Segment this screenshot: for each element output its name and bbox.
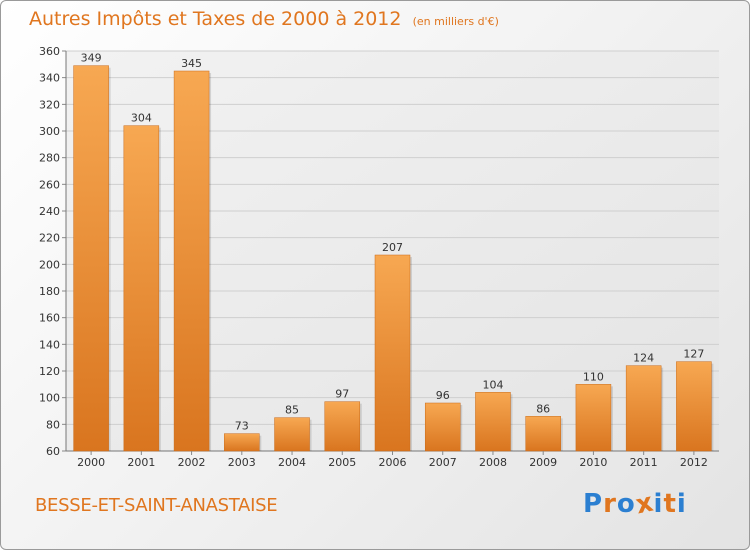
bar xyxy=(374,254,411,452)
y-tick-label: 340 xyxy=(39,72,60,85)
x-tick-label: 2006 xyxy=(379,456,407,469)
x-tick-label: 2005 xyxy=(328,456,356,469)
y-tick-label: 360 xyxy=(39,45,60,58)
x-tick-label: 2009 xyxy=(529,456,557,469)
y-tick-label: 80 xyxy=(46,418,60,431)
x-tick-label: 2007 xyxy=(429,456,457,469)
chart-title-line: Autres Impôts et Taxes de 2000 à 2012 (e… xyxy=(29,8,499,30)
bar xyxy=(324,401,361,452)
y-tick-label: 180 xyxy=(39,285,60,298)
x-tick-label: 2010 xyxy=(579,456,607,469)
y-tick-label: 100 xyxy=(39,392,60,405)
chart-title: Autres Impôts et Taxes de 2000 à 2012 xyxy=(29,8,402,30)
bar xyxy=(224,433,260,452)
bar xyxy=(173,70,210,452)
y-tick-label: 280 xyxy=(39,152,60,165)
x-tick-label: 2002 xyxy=(178,456,206,469)
bar xyxy=(625,365,662,452)
y-tick-label: 200 xyxy=(39,258,60,271)
x-tick-label: 2004 xyxy=(278,456,306,469)
data-label: 345 xyxy=(181,57,202,70)
x-tick-label: 2012 xyxy=(680,456,708,469)
x-tick-label: 2011 xyxy=(630,456,658,469)
data-label: 86 xyxy=(536,402,550,415)
bar xyxy=(73,65,109,452)
x-tick-label: 2000 xyxy=(77,456,105,469)
y-tick-label: 60 xyxy=(46,445,60,458)
y-tick-label: 240 xyxy=(39,205,60,218)
proxiti-logo: Proxiti xyxy=(583,487,687,521)
x-tick-label: 2008 xyxy=(479,456,507,469)
bar xyxy=(123,125,160,452)
data-label: 73 xyxy=(235,420,249,433)
x-tick-label: 2001 xyxy=(127,456,155,469)
data-label: 207 xyxy=(382,241,403,254)
data-label: 85 xyxy=(285,404,299,417)
data-label: 349 xyxy=(81,52,102,65)
y-tick-label: 320 xyxy=(39,98,60,111)
data-label: 104 xyxy=(482,378,503,391)
data-label: 97 xyxy=(335,388,349,401)
x-tick-label: 2003 xyxy=(228,456,256,469)
y-tick-label: 140 xyxy=(39,338,60,351)
bar xyxy=(274,417,310,452)
data-label: 96 xyxy=(436,389,450,402)
y-tick-label: 220 xyxy=(39,232,60,245)
y-tick-label: 160 xyxy=(39,312,60,325)
y-tick-label: 300 xyxy=(39,125,60,138)
y-tick-label: 260 xyxy=(39,178,60,191)
data-label: 110 xyxy=(583,370,604,383)
bar xyxy=(525,416,561,452)
bar xyxy=(676,361,712,452)
commune-name: BESSE-ET-SAINT-ANASTAISE xyxy=(35,495,278,516)
bar xyxy=(475,392,511,452)
data-label: 127 xyxy=(683,348,704,361)
y-tick-label: 120 xyxy=(39,365,60,378)
data-label: 124 xyxy=(633,352,654,365)
bar xyxy=(424,402,461,452)
bar xyxy=(575,384,612,452)
data-label: 304 xyxy=(131,112,152,125)
chart-subtitle: (en milliers d'€) xyxy=(412,15,499,28)
